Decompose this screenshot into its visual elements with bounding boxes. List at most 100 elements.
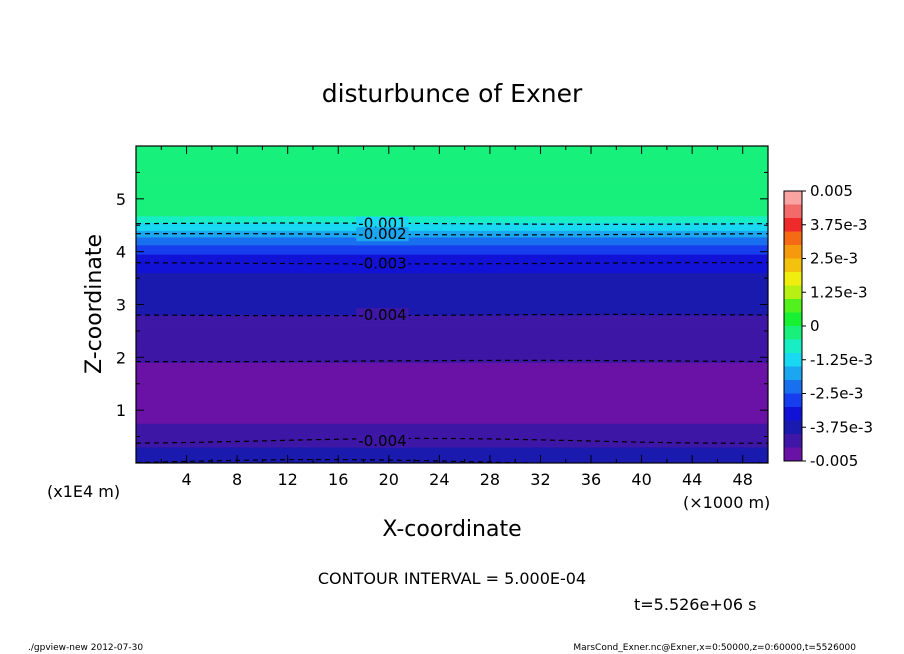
contour-band — [136, 215, 768, 218]
contour-band — [136, 409, 768, 412]
x-tick-label: 24 — [429, 470, 449, 489]
contour-band — [136, 416, 768, 419]
contour-band — [136, 461, 768, 463]
contour-band — [136, 277, 768, 280]
contour-band — [136, 283, 768, 285]
contour-band — [136, 194, 768, 197]
contour-band — [136, 378, 768, 381]
contour-band — [136, 339, 768, 342]
contour-band — [136, 420, 768, 423]
colorbar-label: -3.75e-3 — [810, 418, 873, 436]
contour-label: -0.003 — [358, 254, 406, 272]
y-tick-label: 1 — [116, 401, 126, 420]
contour-band — [136, 279, 768, 282]
contour-label-bg — [356, 256, 409, 271]
contour-label-bg — [356, 308, 409, 323]
contour-band — [136, 298, 768, 301]
contour-band — [136, 452, 768, 455]
contour-band — [136, 432, 768, 435]
contour-band — [136, 202, 768, 205]
contour-band — [136, 180, 768, 182]
contour-line — [136, 459, 768, 463]
contour-band — [136, 384, 768, 387]
contour-band — [136, 429, 768, 432]
contour-band — [136, 173, 768, 176]
colorbar-label: 2.5e-3 — [810, 250, 858, 268]
contour-band — [136, 247, 768, 250]
contour-band — [136, 261, 768, 264]
contour-band — [136, 187, 768, 190]
contour-band — [136, 304, 768, 307]
contour-band — [136, 325, 768, 328]
contour-band — [136, 161, 768, 164]
contour-band — [136, 166, 768, 169]
contour-band — [136, 326, 768, 329]
contour-band — [136, 446, 768, 449]
contour-band — [136, 301, 768, 304]
contour-band — [136, 149, 768, 152]
contour-band — [136, 297, 768, 300]
contour-band — [136, 458, 768, 461]
contour-band — [136, 320, 768, 322]
contour-band — [136, 322, 768, 325]
contour-band — [136, 355, 768, 358]
contour-band — [136, 205, 768, 208]
contour-band — [136, 343, 768, 346]
contour-band — [136, 445, 768, 448]
colorbar-segment — [784, 393, 802, 408]
contour-band — [136, 248, 768, 251]
contour-band — [136, 331, 768, 334]
colorbar-segment — [784, 366, 802, 381]
contour-band — [136, 267, 768, 270]
contour-band — [136, 425, 768, 428]
contour-band — [136, 333, 768, 336]
contour-band — [136, 181, 768, 184]
contour-band — [136, 269, 768, 272]
contour-band — [136, 232, 768, 235]
contour-band — [136, 226, 768, 229]
contour-band — [136, 360, 768, 363]
contour-band — [136, 382, 768, 385]
contour-band — [136, 236, 768, 239]
contour-band — [136, 207, 768, 210]
filled-contours — [136, 146, 768, 463]
contour-band — [136, 287, 768, 289]
contour-band — [136, 174, 768, 177]
x-axis-label: X-coordinate — [382, 517, 521, 542]
contour-band — [136, 375, 768, 378]
contour-band — [136, 186, 768, 189]
contour-band — [136, 347, 768, 350]
contour-band — [136, 308, 768, 311]
contour-band — [136, 321, 768, 324]
x-tick-label: 28 — [480, 470, 500, 489]
colorbar-segment — [784, 245, 802, 259]
contour-band — [136, 268, 768, 271]
contour-band — [136, 289, 768, 292]
contour-band — [136, 165, 768, 168]
colorbar-segment — [784, 299, 802, 313]
contour-band — [136, 391, 768, 394]
contour-band — [136, 433, 768, 436]
contour-band — [136, 195, 768, 198]
contour-band — [136, 448, 768, 451]
contour-band — [136, 370, 768, 373]
contour-band — [136, 251, 768, 254]
contour-band — [136, 292, 768, 295]
contour-band — [136, 341, 768, 344]
contour-band — [136, 250, 768, 252]
y-tick-label: 4 — [116, 243, 126, 262]
x-tick-label: 16 — [328, 470, 348, 489]
contour-band — [136, 227, 768, 230]
contour-band — [136, 169, 768, 172]
contour-band — [136, 154, 768, 157]
contour-band — [136, 213, 768, 215]
colorbar-label: 3.75e-3 — [810, 216, 868, 234]
contour-band — [136, 305, 768, 308]
contour-band — [136, 273, 768, 276]
contour-band — [136, 327, 768, 330]
contour-band — [136, 383, 768, 386]
x-tick-label: 48 — [733, 470, 753, 489]
contour-band — [136, 193, 768, 196]
contour-band — [136, 405, 768, 408]
contour-label: -0.004 — [358, 306, 406, 324]
